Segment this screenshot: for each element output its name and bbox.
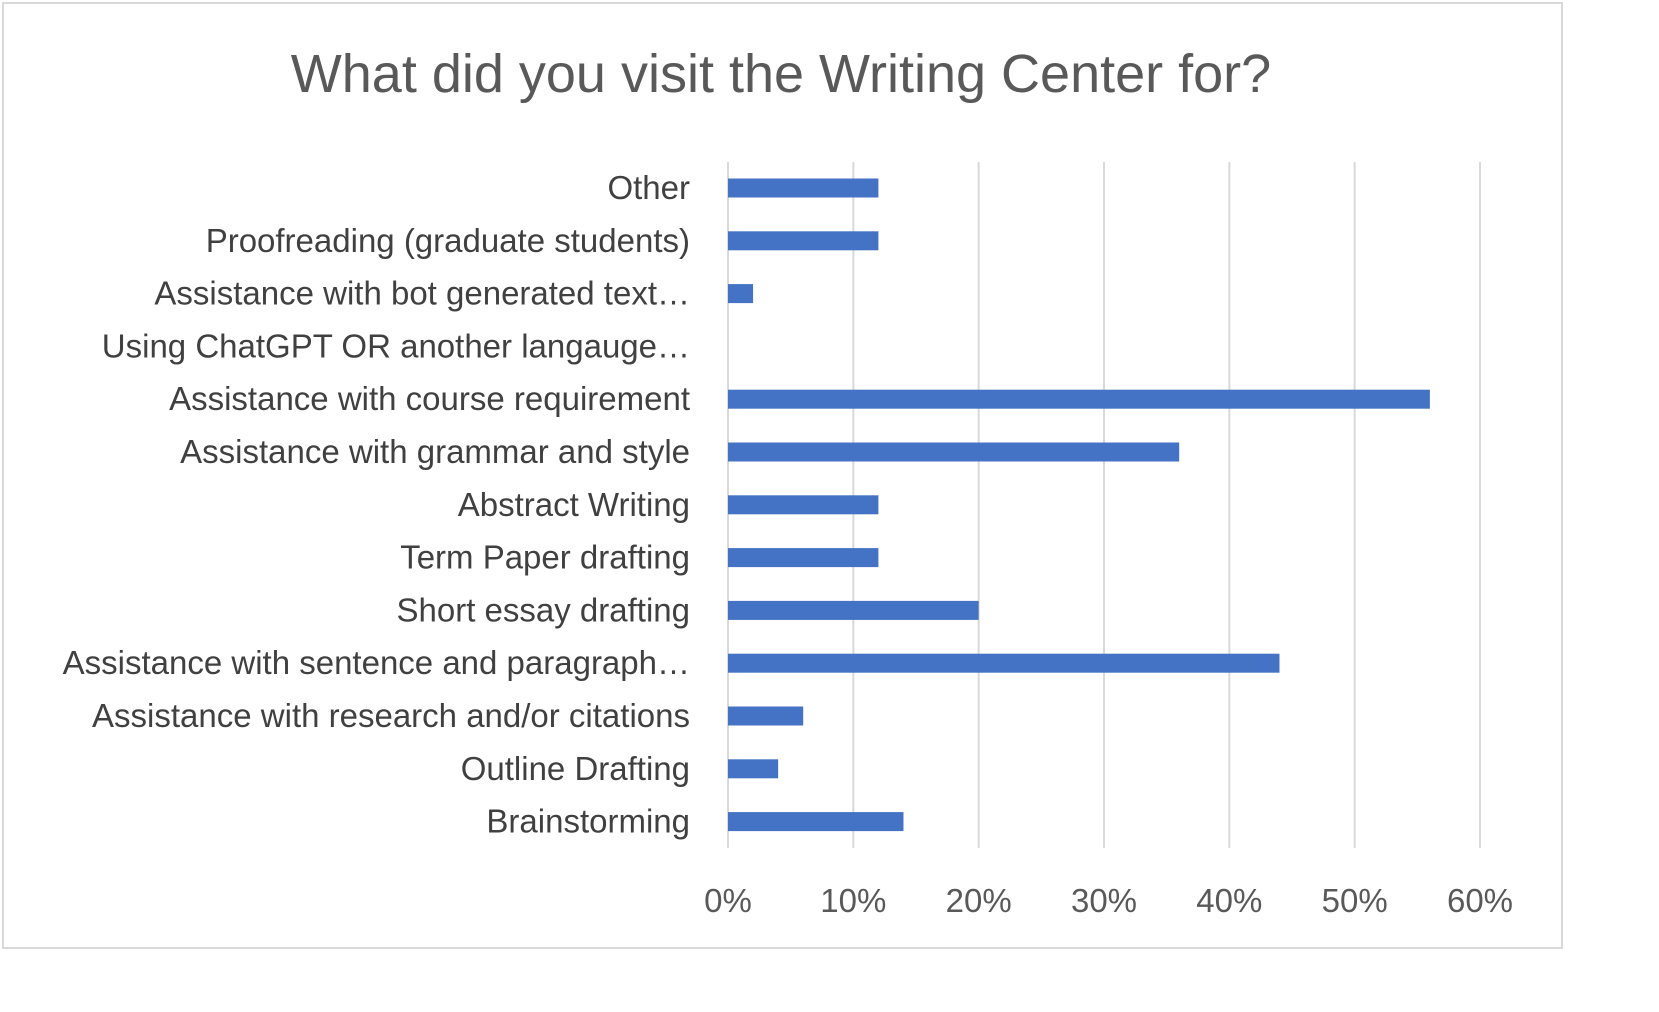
x-tick-label: 10%	[820, 882, 886, 919]
bar	[728, 812, 904, 832]
bar	[728, 495, 879, 515]
bar	[728, 706, 804, 726]
x-tick-label: 20%	[946, 882, 1012, 919]
chart-title: What did you visit the Writing Center fo…	[291, 44, 1271, 104]
category-labels: Other Proofreading (graduate students) Ass…	[63, 169, 690, 840]
chart-frame	[2, 2, 1563, 949]
bar	[728, 178, 879, 198]
bars	[728, 178, 1430, 832]
category-label: Proofreading (graduate students)	[206, 222, 690, 259]
category-label: Short essay drafting	[397, 591, 691, 628]
category-label: Term Paper drafting	[400, 539, 690, 576]
bar	[728, 231, 879, 251]
category-label: Outline Drafting	[461, 750, 690, 787]
category-label: Assistance with bot generated text…	[154, 275, 690, 312]
x-tick-label: 0%	[704, 882, 752, 919]
bar	[728, 548, 879, 568]
x-tick-label: 50%	[1322, 882, 1388, 919]
category-label: Assistance with sentence and paragraph…	[63, 644, 690, 681]
bar	[728, 389, 1430, 409]
gridlines	[727, 162, 1481, 848]
x-tick-label: 40%	[1196, 882, 1262, 919]
category-label: Using ChatGPT OR another langauge…	[102, 327, 690, 364]
category-label: Other	[607, 169, 690, 206]
bar	[728, 759, 779, 779]
category-label: Assistance with grammar and style	[180, 433, 690, 470]
category-label: Assistance with course requirement	[169, 380, 690, 417]
category-label: Abstract Writing	[458, 486, 690, 523]
bar	[728, 284, 754, 304]
bar	[728, 600, 979, 620]
category-label: Brainstorming	[486, 803, 690, 840]
category-label: Assistance with research and/or citation…	[92, 697, 690, 734]
x-tick-label: 60%	[1447, 882, 1513, 919]
bar	[728, 442, 1180, 462]
bar	[728, 653, 1280, 673]
x-axis-ticks: 0% 10% 20% 30% 40% 50% 60%	[704, 882, 1513, 919]
x-tick-label: 30%	[1071, 882, 1137, 919]
